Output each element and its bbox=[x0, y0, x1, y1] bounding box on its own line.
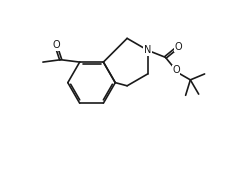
Text: O: O bbox=[52, 40, 60, 50]
Text: O: O bbox=[172, 65, 180, 75]
Text: N: N bbox=[144, 45, 151, 55]
Text: O: O bbox=[175, 42, 182, 52]
